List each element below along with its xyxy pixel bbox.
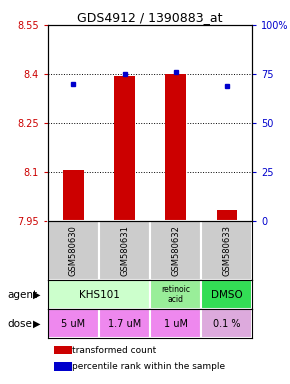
Bar bbox=[201, 280, 252, 309]
Bar bbox=[48, 221, 99, 280]
Bar bbox=[150, 309, 201, 338]
Text: GSM580632: GSM580632 bbox=[171, 225, 180, 276]
Text: agent: agent bbox=[7, 290, 37, 300]
Bar bbox=[150, 221, 201, 280]
Text: KHS101: KHS101 bbox=[79, 290, 119, 300]
Text: ▶: ▶ bbox=[33, 290, 41, 300]
Bar bbox=[201, 309, 252, 338]
Bar bbox=[99, 309, 150, 338]
Text: DMSO: DMSO bbox=[211, 290, 243, 300]
Text: 0.1 %: 0.1 % bbox=[213, 318, 240, 329]
Text: 5 uM: 5 uM bbox=[61, 318, 86, 329]
Text: retinoic
acid: retinoic acid bbox=[161, 285, 190, 305]
Bar bbox=[54, 346, 72, 354]
Text: percentile rank within the sample: percentile rank within the sample bbox=[72, 362, 226, 371]
Bar bbox=[48, 309, 99, 338]
Text: dose: dose bbox=[7, 318, 32, 329]
Text: transformed count: transformed count bbox=[72, 346, 157, 355]
Bar bbox=[165, 74, 186, 221]
Bar bbox=[150, 280, 201, 309]
Bar bbox=[201, 221, 252, 280]
Bar bbox=[217, 210, 237, 221]
Text: GSM580631: GSM580631 bbox=[120, 225, 129, 276]
Text: GSM580630: GSM580630 bbox=[69, 225, 78, 276]
Bar bbox=[114, 76, 135, 221]
Text: 1.7 uM: 1.7 uM bbox=[108, 318, 141, 329]
Bar bbox=[54, 362, 72, 371]
Bar bbox=[99, 221, 150, 280]
Text: 1 uM: 1 uM bbox=[164, 318, 188, 329]
Text: ▶: ▶ bbox=[33, 318, 41, 329]
Bar bbox=[63, 170, 84, 221]
Bar bbox=[48, 280, 150, 309]
Title: GDS4912 / 1390883_at: GDS4912 / 1390883_at bbox=[77, 11, 223, 24]
Text: GSM580633: GSM580633 bbox=[222, 225, 231, 276]
